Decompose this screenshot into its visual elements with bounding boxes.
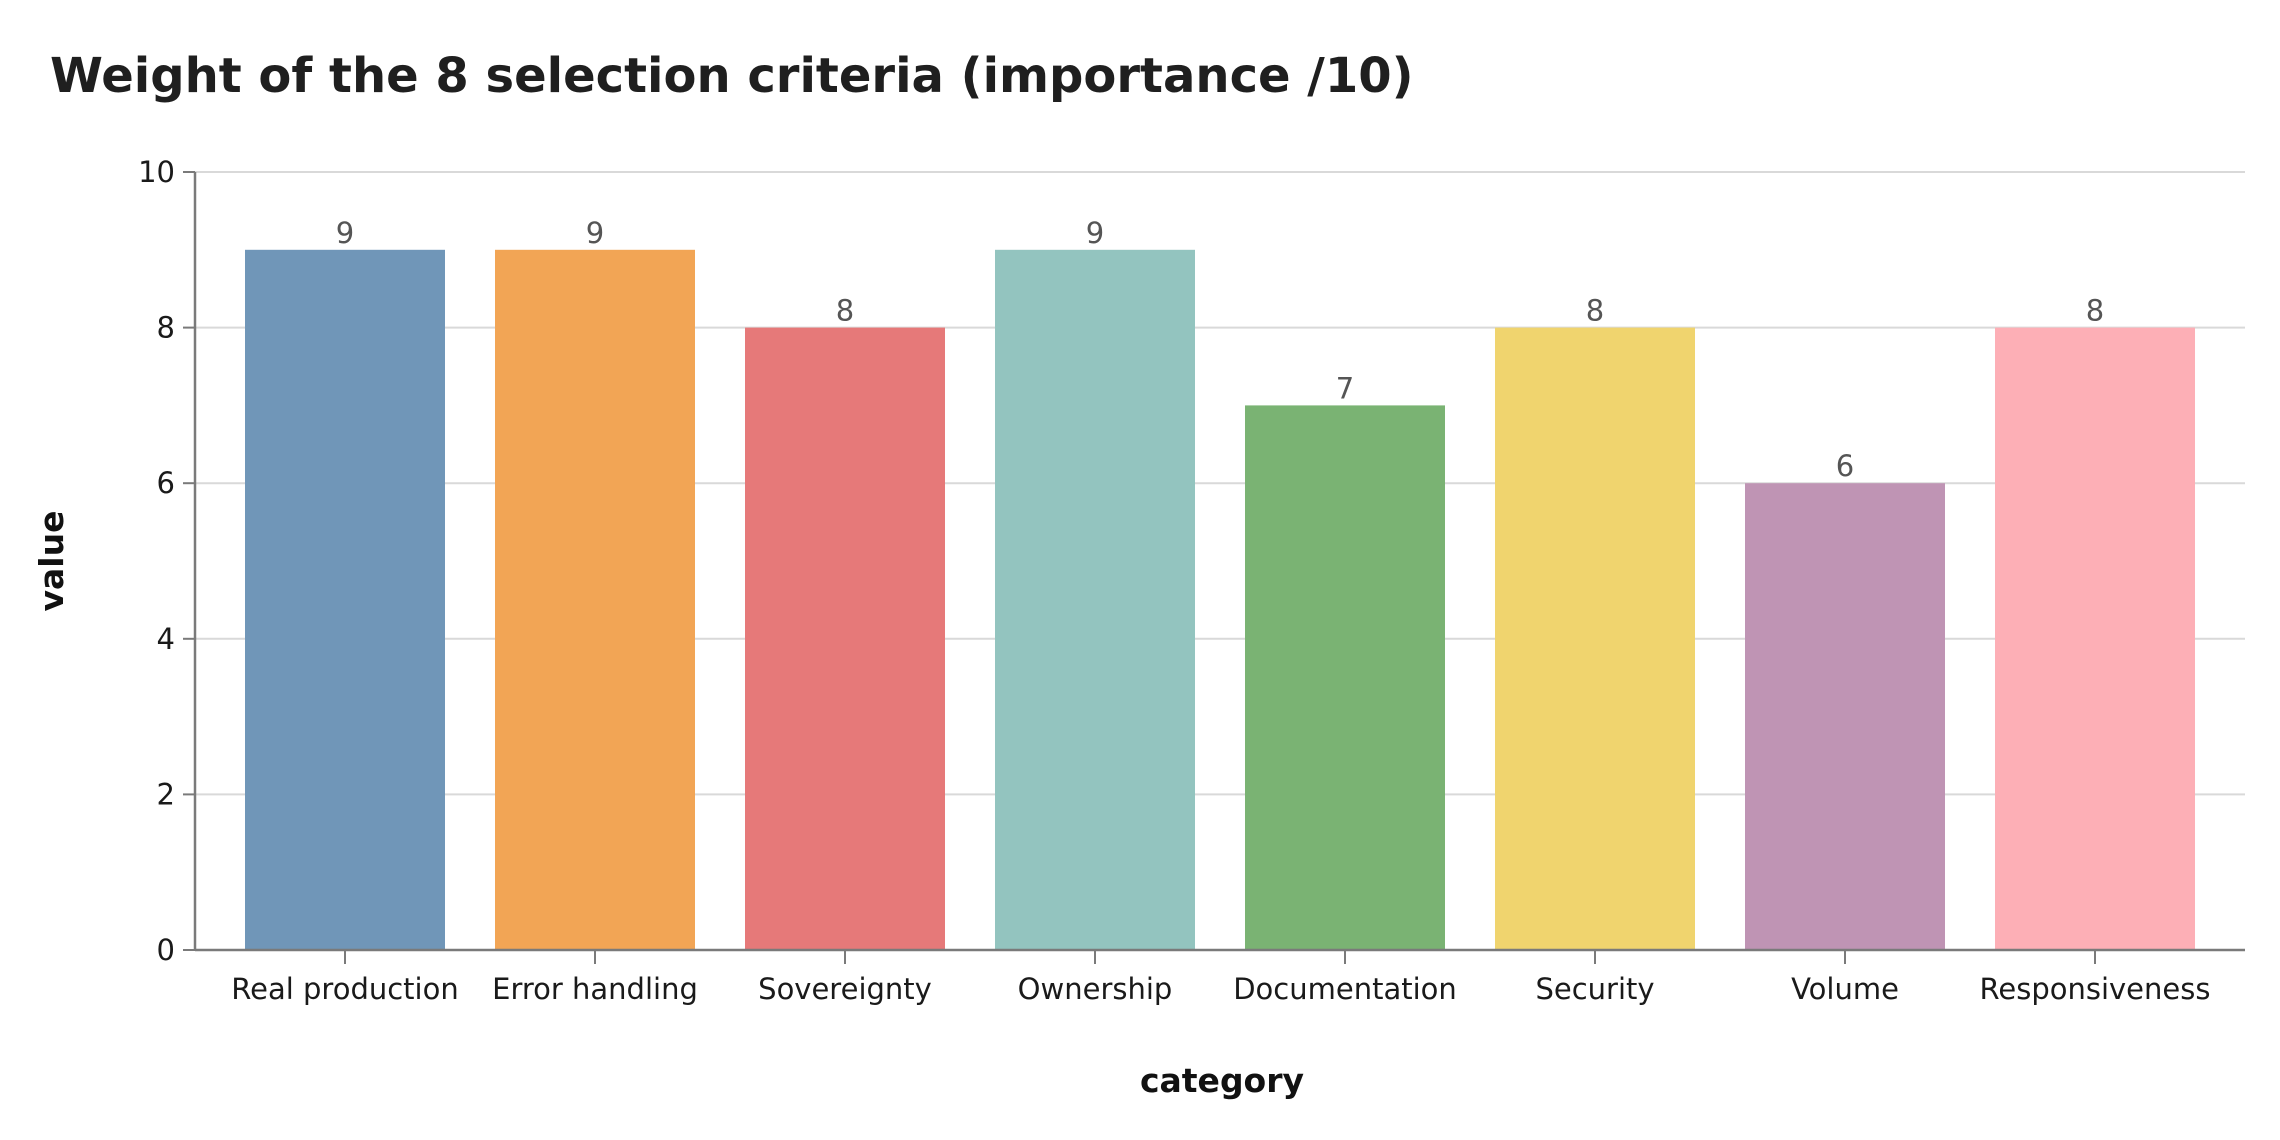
bar xyxy=(1995,327,2195,951)
y-tick-label: 6 xyxy=(157,466,175,500)
y-axis-title: value xyxy=(32,511,71,612)
axes xyxy=(183,171,2245,964)
bar-value-label: 8 xyxy=(1586,294,1604,328)
bar xyxy=(1245,405,1445,950)
x-tick-label: Error handling xyxy=(492,972,698,1006)
bar-value-label: 8 xyxy=(2086,294,2104,328)
bar xyxy=(1495,327,1695,951)
x-tick-label: Security xyxy=(1535,972,1654,1006)
x-tick-label: Volume xyxy=(1791,972,1899,1006)
bars xyxy=(245,249,2195,951)
bar xyxy=(1745,483,1945,950)
x-axis-title: category xyxy=(1140,1061,1304,1100)
y-tick-label: 4 xyxy=(157,622,175,656)
y-tick-label: 10 xyxy=(138,155,175,189)
y-tick-label: 8 xyxy=(157,311,175,345)
x-tick-label: Real production xyxy=(231,972,458,1006)
bar-value-label: 7 xyxy=(1336,371,1354,405)
bar-value-label: 9 xyxy=(336,216,354,250)
tick-labels: 0 2 4 6 8 10 9 Real production 9 Error handling 8 S… xyxy=(138,155,2210,1006)
bar xyxy=(245,249,445,951)
x-tick-label: Sovereignty xyxy=(758,972,932,1006)
x-tick-label: Documentation xyxy=(1233,972,1457,1006)
bar-value-label: 9 xyxy=(586,216,604,250)
bar xyxy=(745,327,945,951)
y-tick-label: 0 xyxy=(157,933,175,967)
chart-title: Weight of the 8 selection criteria (impo… xyxy=(50,48,1414,104)
bar-value-label: 6 xyxy=(1836,449,1854,483)
y-tick-label: 2 xyxy=(157,777,175,811)
x-tick-label: Ownership xyxy=(1018,972,1173,1006)
bar-value-label: 9 xyxy=(1086,216,1104,250)
bar-value-label: 8 xyxy=(836,294,854,328)
bar xyxy=(995,249,1195,951)
bar xyxy=(495,249,695,951)
x-tick-label: Responsiveness xyxy=(1980,972,2211,1006)
